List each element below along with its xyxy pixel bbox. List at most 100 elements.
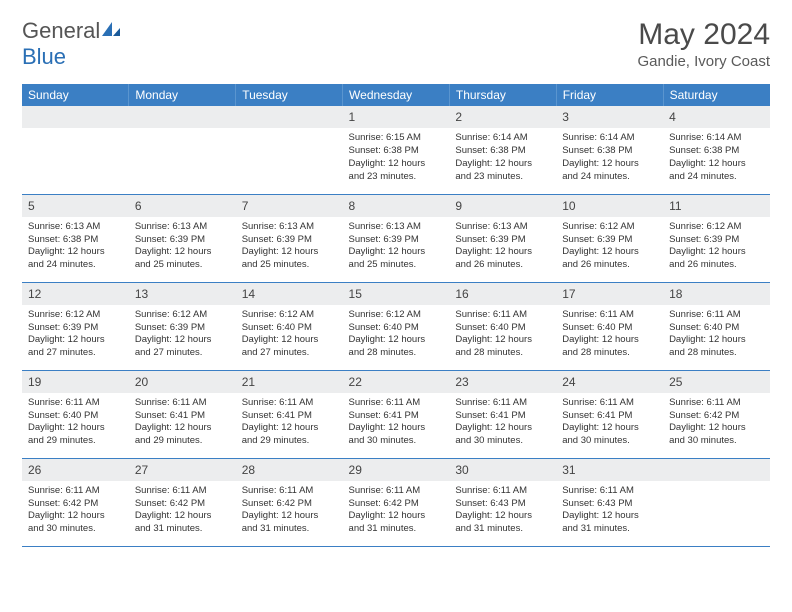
sail-icon xyxy=(100,18,122,36)
sunset-line: Sunset: 6:38 PM xyxy=(562,145,657,158)
day-number: 24 xyxy=(556,371,663,393)
calendar-day-cell: 31Sunrise: 6:11 AMSunset: 6:43 PMDayligh… xyxy=(556,458,663,546)
day-number: 12 xyxy=(22,283,129,305)
sunset-line: Sunset: 6:42 PM xyxy=(135,498,230,511)
daylight-line: Daylight: 12 hours and 24 minutes. xyxy=(28,246,123,272)
day-number-empty xyxy=(236,106,343,128)
sunset-line: Sunset: 6:39 PM xyxy=(349,234,444,247)
day-number: 22 xyxy=(343,371,450,393)
sunrise-line: Sunrise: 6:13 AM xyxy=(349,221,444,234)
location-label: Gandie, Ivory Coast xyxy=(637,53,770,70)
day-content: 19Sunrise: 6:11 AMSunset: 6:40 PMDayligh… xyxy=(22,371,129,454)
day-number-empty xyxy=(663,459,770,481)
day-content: 8Sunrise: 6:13 AMSunset: 6:39 PMDaylight… xyxy=(343,195,450,278)
calendar-day-cell: 9Sunrise: 6:13 AMSunset: 6:39 PMDaylight… xyxy=(449,194,556,282)
day-number: 6 xyxy=(129,195,236,217)
calendar-day-cell: 1Sunrise: 6:15 AMSunset: 6:38 PMDaylight… xyxy=(343,106,450,194)
calendar-day-cell: 18Sunrise: 6:11 AMSunset: 6:40 PMDayligh… xyxy=(663,282,770,370)
day-number: 1 xyxy=(343,106,450,128)
sunrise-line: Sunrise: 6:11 AM xyxy=(28,485,123,498)
sunset-line: Sunset: 6:40 PM xyxy=(455,322,550,335)
daylight-line: Daylight: 12 hours and 26 minutes. xyxy=(669,246,764,272)
weekday-header: Thursday xyxy=(449,84,556,106)
sunrise-line: Sunrise: 6:11 AM xyxy=(455,397,550,410)
page-header: GeneralBlue May 2024 Gandie, Ivory Coast xyxy=(22,18,770,70)
calendar-day-cell: 11Sunrise: 6:12 AMSunset: 6:39 PMDayligh… xyxy=(663,194,770,282)
day-content: 31Sunrise: 6:11 AMSunset: 6:43 PMDayligh… xyxy=(556,459,663,542)
day-number: 29 xyxy=(343,459,450,481)
day-content: 18Sunrise: 6:11 AMSunset: 6:40 PMDayligh… xyxy=(663,283,770,366)
calendar-day-cell: 24Sunrise: 6:11 AMSunset: 6:41 PMDayligh… xyxy=(556,370,663,458)
brand-part2: Blue xyxy=(22,44,66,69)
day-number-empty xyxy=(22,106,129,128)
sunset-line: Sunset: 6:40 PM xyxy=(28,410,123,423)
sunset-line: Sunset: 6:39 PM xyxy=(455,234,550,247)
daylight-line: Daylight: 12 hours and 30 minutes. xyxy=(28,510,123,536)
day-number: 8 xyxy=(343,195,450,217)
sunrise-line: Sunrise: 6:11 AM xyxy=(242,485,337,498)
calendar-day-cell: 17Sunrise: 6:11 AMSunset: 6:40 PMDayligh… xyxy=(556,282,663,370)
calendar-day-cell: 15Sunrise: 6:12 AMSunset: 6:40 PMDayligh… xyxy=(343,282,450,370)
day-number: 4 xyxy=(663,106,770,128)
sunrise-line: Sunrise: 6:11 AM xyxy=(562,485,657,498)
daylight-line: Daylight: 12 hours and 30 minutes. xyxy=(562,422,657,448)
daylight-line: Daylight: 12 hours and 24 minutes. xyxy=(562,158,657,184)
weekday-header: Sunday xyxy=(22,84,129,106)
sunset-line: Sunset: 6:42 PM xyxy=(28,498,123,511)
sunrise-line: Sunrise: 6:11 AM xyxy=(455,309,550,322)
day-content: 21Sunrise: 6:11 AMSunset: 6:41 PMDayligh… xyxy=(236,371,343,454)
daylight-line: Daylight: 12 hours and 28 minutes. xyxy=(455,334,550,360)
sunrise-line: Sunrise: 6:13 AM xyxy=(135,221,230,234)
day-content: 12Sunrise: 6:12 AMSunset: 6:39 PMDayligh… xyxy=(22,283,129,366)
sunrise-line: Sunrise: 6:13 AM xyxy=(28,221,123,234)
day-number: 19 xyxy=(22,371,129,393)
calendar-day-cell: 23Sunrise: 6:11 AMSunset: 6:41 PMDayligh… xyxy=(449,370,556,458)
daylight-line: Daylight: 12 hours and 25 minutes. xyxy=(242,246,337,272)
sunrise-line: Sunrise: 6:11 AM xyxy=(349,397,444,410)
calendar-day-cell: 27Sunrise: 6:11 AMSunset: 6:42 PMDayligh… xyxy=(129,458,236,546)
sunrise-line: Sunrise: 6:14 AM xyxy=(669,132,764,145)
day-number-empty xyxy=(129,106,236,128)
calendar-day-cell xyxy=(22,106,129,194)
calendar-week-row: 5Sunrise: 6:13 AMSunset: 6:38 PMDaylight… xyxy=(22,194,770,282)
daylight-line: Daylight: 12 hours and 27 minutes. xyxy=(28,334,123,360)
day-number: 16 xyxy=(449,283,556,305)
day-number: 26 xyxy=(22,459,129,481)
title-block: May 2024 Gandie, Ivory Coast xyxy=(637,18,770,70)
weekday-header: Saturday xyxy=(663,84,770,106)
calendar-day-cell: 30Sunrise: 6:11 AMSunset: 6:43 PMDayligh… xyxy=(449,458,556,546)
sunset-line: Sunset: 6:41 PM xyxy=(562,410,657,423)
day-number: 17 xyxy=(556,283,663,305)
brand-logo: GeneralBlue xyxy=(22,18,122,70)
day-number: 30 xyxy=(449,459,556,481)
brand-text: GeneralBlue xyxy=(22,18,122,70)
day-content: 16 Sunrise: 6:11 AMSunset: 6:40 PMDayligh… xyxy=(449,283,556,366)
sunrise-line: Sunrise: 6:14 AM xyxy=(455,132,550,145)
sunset-line: Sunset: 6:39 PM xyxy=(242,234,337,247)
calendar-day-cell xyxy=(236,106,343,194)
sunrise-line: Sunrise: 6:13 AM xyxy=(455,221,550,234)
weekday-header: Friday xyxy=(556,84,663,106)
day-content: 25Sunrise: 6:11 AMSunset: 6:42 PMDayligh… xyxy=(663,371,770,454)
sunset-line: Sunset: 6:43 PM xyxy=(562,498,657,511)
day-content: 10Sunrise: 6:12 AMSunset: 6:39 PMDayligh… xyxy=(556,195,663,278)
calendar-week-row: 1Sunrise: 6:15 AMSunset: 6:38 PMDaylight… xyxy=(22,106,770,194)
daylight-line: Daylight: 12 hours and 26 minutes. xyxy=(562,246,657,272)
sunrise-line: Sunrise: 6:12 AM xyxy=(242,309,337,322)
calendar-day-cell: 14Sunrise: 6:12 AMSunset: 6:40 PMDayligh… xyxy=(236,282,343,370)
daylight-line: Daylight: 12 hours and 30 minutes. xyxy=(455,422,550,448)
day-content: 15Sunrise: 6:12 AMSunset: 6:40 PMDayligh… xyxy=(343,283,450,366)
calendar-day-cell xyxy=(129,106,236,194)
day-number: 18 xyxy=(663,283,770,305)
sunset-line: Sunset: 6:41 PM xyxy=(349,410,444,423)
day-number: 27 xyxy=(129,459,236,481)
daylight-line: Daylight: 12 hours and 23 minutes. xyxy=(349,158,444,184)
calendar-day-cell: 4Sunrise: 6:14 AMSunset: 6:38 PMDaylight… xyxy=(663,106,770,194)
day-content: 14Sunrise: 6:12 AMSunset: 6:40 PMDayligh… xyxy=(236,283,343,366)
day-content: 5Sunrise: 6:13 AMSunset: 6:38 PMDaylight… xyxy=(22,195,129,278)
day-content: 28Sunrise: 6:11 AMSunset: 6:42 PMDayligh… xyxy=(236,459,343,542)
daylight-line: Daylight: 12 hours and 29 minutes. xyxy=(28,422,123,448)
day-content: 1Sunrise: 6:15 AMSunset: 6:38 PMDaylight… xyxy=(343,106,450,189)
sunrise-line: Sunrise: 6:12 AM xyxy=(28,309,123,322)
day-content: 22Sunrise: 6:11 AMSunset: 6:41 PMDayligh… xyxy=(343,371,450,454)
